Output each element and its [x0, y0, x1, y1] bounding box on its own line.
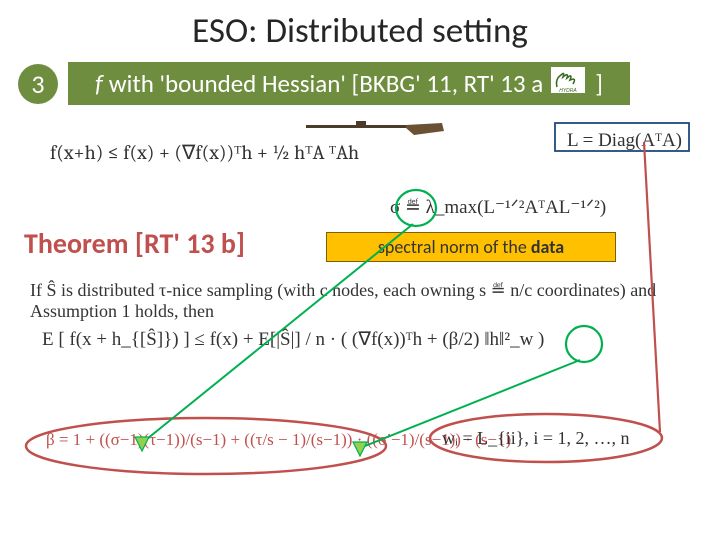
page-title: ESO: Distributed setting — [0, 0, 720, 52]
eq-expectation: E [ f(x + h_{[Ŝ]}) ] ≤ f(x) + E[|Ŝ|] / n… — [42, 328, 544, 351]
eq-wt: wᵢ = L_{ii}, i = 1, 2, …, n — [442, 428, 630, 449]
spectral-caption: spectral norm of the data — [326, 232, 616, 262]
eq-L-diag: L = Diag(AᵀA) — [567, 130, 682, 152]
spectral-caption-pre: spectral norm of the — [378, 236, 527, 258]
hydra-icon: HYDRA — [551, 67, 585, 100]
svg-text:HYDRA: HYDRA — [559, 88, 577, 93]
eq-main-bound: f(x+h) ≤ f(x) + (∇f(x))ᵀh + ½ hᵀA ᵀAh — [50, 140, 359, 165]
spectral-caption-bold: data — [531, 236, 564, 258]
header-close: ] — [595, 68, 603, 99]
header-text: with 'bounded Hessian' [BKBG' 11, RT' 13… — [109, 68, 544, 99]
badge-number: 3 — [18, 64, 58, 104]
header-bar: f with 'bounded Hessian' [BKBG' 11, RT' … — [68, 62, 630, 105]
header-f: f — [95, 68, 103, 99]
eq-sigma-def: σ ≝ λ_max(L⁻¹ᐟ²AᵀAL⁻¹ᐟ²) — [390, 196, 606, 219]
theorem-heading: Theorem [RT' 13 b] — [24, 226, 245, 261]
theorem-condition: If Ŝ is distributed τ-nice sampling (wit… — [30, 280, 720, 322]
